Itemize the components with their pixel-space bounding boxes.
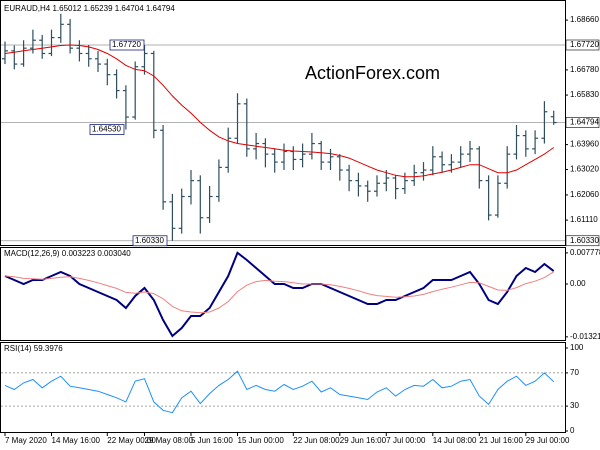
annotation: 1.64530 — [92, 125, 121, 134]
x-tick-label: 14 May 16:00 — [52, 436, 101, 445]
annotation: 1.60330 — [135, 236, 164, 245]
macd-title: MACD(12,26,9) 0.003223 0.003040 — [4, 249, 131, 258]
y-tick-label: 1.62060 — [570, 190, 599, 199]
price-label-box — [565, 39, 600, 51]
y-tick-label: 100 — [570, 343, 584, 352]
macd-panel — [0, 247, 566, 341]
x-tick-label: 22 May 00:00 — [107, 436, 156, 445]
price-label: 1.60330 — [570, 236, 599, 245]
moving-average — [4, 44, 554, 178]
y-tick-label: 0.00 — [570, 279, 586, 288]
x-tick-label: 29 Jul 00:00 — [526, 436, 570, 445]
x-tick-label: 14 Jul 08:00 — [433, 436, 477, 445]
y-tick-label: 1.65830 — [570, 90, 599, 99]
x-tick-label: 22 Jun 08:00 — [293, 436, 340, 445]
rsi-line — [4, 370, 555, 414]
x-tick-label: 15 Jun 00:00 — [238, 436, 285, 445]
x-tick-label: 29 May 08:00 — [145, 436, 194, 445]
main-panel — [0, 0, 566, 246]
y-tick-label: 1.68660 — [570, 15, 599, 24]
macd-signal — [4, 271, 554, 314]
x-tick-label: 7 May 2020 — [5, 436, 47, 445]
macd-line — [4, 251, 555, 338]
y-tick-label: 0 — [570, 426, 575, 435]
x-tick-label: 7 Jul 00:00 — [386, 436, 426, 445]
x-tick-label: 5 Jun 16:00 — [191, 436, 233, 445]
y-tick-label: 70 — [570, 368, 579, 377]
price-label-box — [565, 117, 600, 128]
watermark: ActionForex.com — [305, 63, 440, 83]
rsi-title: RSI(14) 59.3976 — [4, 344, 63, 353]
y-tick-label: 1.61110 — [570, 215, 598, 224]
y-tick-label: -0.01321 — [570, 332, 600, 341]
annotation: 1.67720 — [112, 40, 141, 49]
y-tick-label: 1.66780 — [570, 65, 599, 74]
price-label: 1.67720 — [570, 40, 599, 49]
rsi-panel — [0, 342, 566, 433]
annotation-box — [89, 124, 125, 135]
y-tick-label: 1.63020 — [570, 165, 599, 174]
y-tick-label: 30 — [570, 401, 579, 410]
x-tick-label: 29 Jun 16:00 — [340, 436, 387, 445]
annotation-box — [132, 235, 168, 247]
annotation-box — [109, 39, 145, 51]
y-tick-label: 1.63960 — [570, 140, 599, 149]
y-tick-label: 0.007778 — [570, 248, 600, 257]
chart-title: EURAUD,H4 1.65012 1.65239 1.64704 1.6479… — [4, 4, 175, 13]
price-label: 1.64794 — [570, 118, 599, 127]
price-label-box — [565, 235, 600, 247]
x-tick-label: 21 Jul 16:00 — [479, 436, 523, 445]
